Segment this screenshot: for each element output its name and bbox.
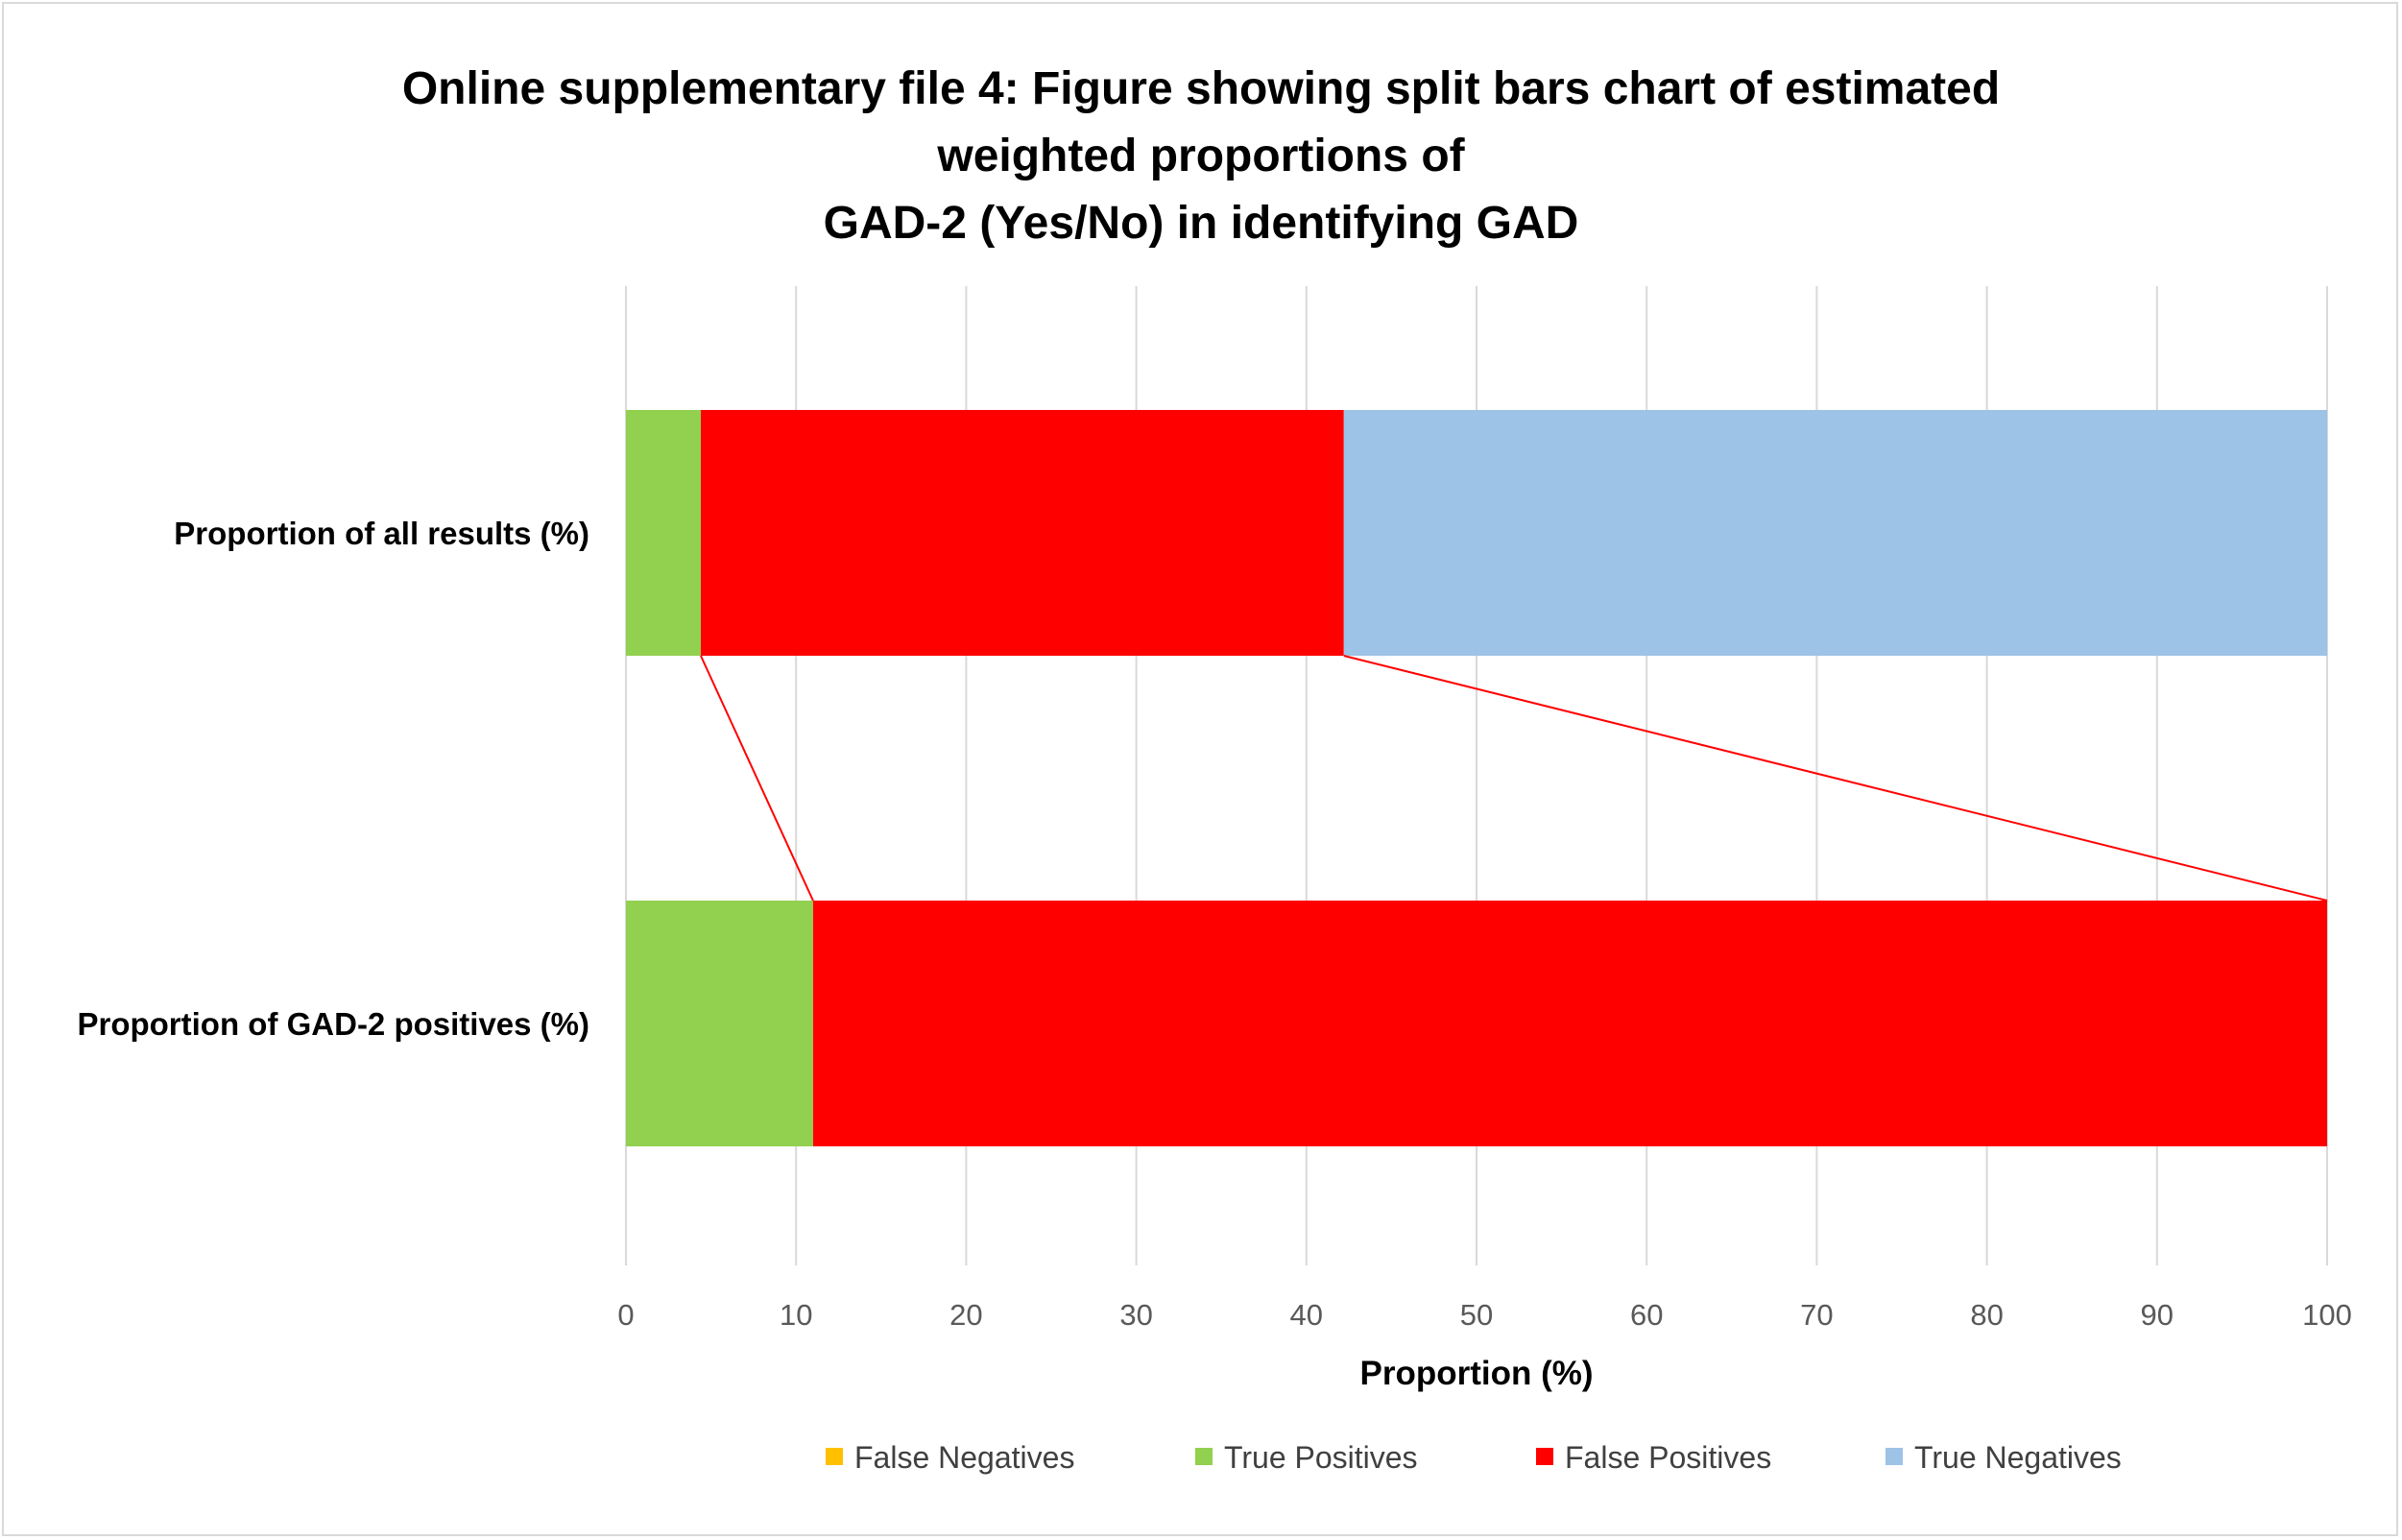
legend-label: False Negatives <box>854 1440 1074 1475</box>
legend-swatch-true-negatives <box>1886 1448 1903 1465</box>
bar-segment-true-negatives <box>1343 410 2327 656</box>
x-tick-label: 100 <box>2302 1298 2352 1332</box>
legend-label: True Negatives <box>1914 1440 2122 1475</box>
x-tick-label: 50 <box>1460 1298 1493 1332</box>
legend: False Negatives True Positives False Posit… <box>826 1440 2122 1475</box>
x-tick-label: 40 <box>1290 1298 1323 1332</box>
bar-segment-false-positives <box>812 901 2328 1146</box>
chart-title-line-1: Online supplementary file 4: Figure show… <box>401 63 2001 114</box>
legend-label: False Positives <box>1565 1440 1771 1475</box>
legend-swatch-false-positives <box>1536 1448 1553 1465</box>
connector-lines <box>700 655 2328 902</box>
x-tick-label: 70 <box>1800 1298 1833 1332</box>
x-axis-ticks: 0 10 20 30 40 50 60 70 80 90 100 <box>617 1298 2351 1332</box>
x-tick-label: 30 <box>1119 1298 1152 1332</box>
bar-segment-true-positives <box>626 901 813 1146</box>
category-labels: Proportion of all results (%) Proportion … <box>77 516 589 1042</box>
x-tick-label: 0 <box>617 1298 634 1332</box>
x-tick-label: 60 <box>1630 1298 1663 1332</box>
x-tick-label: 80 <box>1970 1298 2003 1332</box>
connector-line <box>700 655 814 902</box>
bar-segment-true-positives <box>626 410 701 656</box>
x-tick-label: 20 <box>949 1298 982 1332</box>
x-tick-label: 10 <box>780 1298 812 1332</box>
legend-label: True Positives <box>1224 1440 1418 1475</box>
bars <box>626 410 2328 1146</box>
connector-line <box>1343 655 2328 902</box>
category-label: Proportion of all results (%) <box>174 516 589 551</box>
category-label: Proportion of GAD-2 positives (%) <box>77 1006 589 1042</box>
chart-title: Online supplementary file 4: Figure show… <box>0 56 2402 257</box>
x-tick-label: 90 <box>2141 1298 2174 1332</box>
chart-title-line-2: weighted proportions of <box>937 131 1465 181</box>
x-axis-label: Proportion (%) <box>1359 1355 1593 1392</box>
bar-segment-false-positives <box>700 410 1344 656</box>
chart-title-line-3: GAD-2 (Yes/No) in identifying GAD <box>823 198 1579 249</box>
legend-swatch-true-positives <box>1195 1448 1213 1465</box>
legend-swatch-false-negatives <box>826 1448 843 1465</box>
